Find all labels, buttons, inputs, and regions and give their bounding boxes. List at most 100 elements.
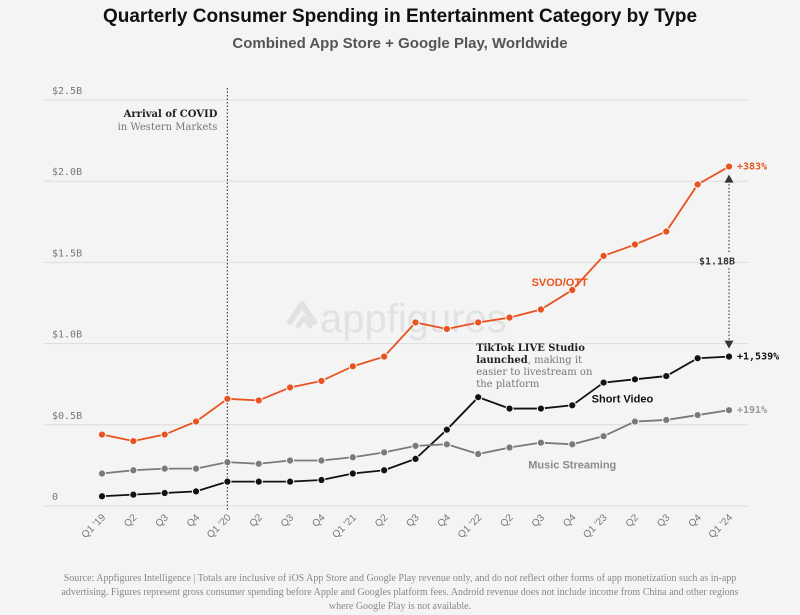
data-point — [348, 362, 357, 371]
data-point — [97, 469, 107, 478]
data-point — [442, 440, 451, 449]
data-point — [662, 415, 671, 425]
x-tick-label: Q4 — [436, 512, 454, 530]
data-point — [724, 406, 734, 415]
data-point — [693, 410, 702, 420]
data-point — [505, 313, 514, 322]
data-point — [286, 477, 295, 486]
x-tick-label: Q3 — [154, 512, 172, 530]
covid-annotation-title: Arrival of COVID — [123, 109, 218, 120]
end-label: +191% — [737, 405, 767, 416]
tiktok-annotation-bold: launched — [476, 355, 528, 366]
data-point — [286, 383, 295, 392]
data-point — [411, 441, 420, 451]
data-point — [630, 375, 640, 384]
data-point — [348, 453, 357, 462]
x-tick-label: Q2 — [624, 512, 642, 530]
data-point — [411, 454, 420, 464]
gap-label: $1.18B — [699, 257, 735, 268]
x-tick-label: Q2 — [498, 512, 516, 530]
source-footnote: Source: Appfigures Intelligence | Totals… — [61, 573, 739, 612]
data-point — [223, 458, 232, 467]
data-point — [191, 487, 201, 496]
y-tick-label: 0 — [52, 492, 58, 503]
x-tick-label: Q4 — [185, 512, 203, 530]
data-point — [160, 488, 169, 498]
data-point — [474, 449, 483, 459]
data-point — [411, 318, 420, 327]
data-point — [505, 404, 514, 413]
x-tick-label: Q3 — [655, 512, 673, 530]
data-point — [662, 371, 671, 381]
data-point — [286, 456, 295, 465]
series-label: Music Streaming — [528, 459, 616, 471]
data-point — [160, 464, 169, 473]
series-label: SVOD/OTT — [532, 277, 589, 289]
data-point — [724, 162, 734, 171]
data-point — [348, 469, 357, 478]
data-point — [129, 466, 138, 475]
data-point — [191, 464, 201, 473]
data-point — [693, 354, 702, 363]
end-label: +1,539% — [737, 352, 779, 363]
data-point — [662, 227, 671, 236]
tiktok-annotation-rest: , making it — [528, 355, 582, 366]
chart-title: Quarterly Consumer Spending in Entertain… — [102, 6, 698, 27]
x-tick-label: Q1 '21 — [331, 512, 360, 541]
data-point — [536, 438, 546, 447]
x-tick-label: Q1 '24 — [707, 512, 736, 541]
x-tick-label: Q1 '20 — [205, 512, 234, 541]
line-chart: appfigures 0 $0.5B $1.0B $1.5B $2.0B $2.5B Q1… — [44, 86, 779, 541]
data-point — [97, 492, 107, 501]
tiktok-annotation-line1: TikTok LIVE Studio — [476, 343, 585, 354]
tiktok-annotation-line2: launched, making it — [476, 355, 582, 366]
x-tick-label: Q1 '22 — [456, 512, 485, 541]
data-point — [536, 404, 546, 413]
data-point — [191, 417, 201, 426]
data-point — [630, 240, 640, 249]
data-point — [223, 394, 232, 403]
arrow-up-icon — [724, 174, 734, 183]
data-point — [630, 417, 640, 426]
x-tick-label: Q2 — [122, 512, 140, 530]
data-point — [568, 440, 577, 449]
arrow-down-icon — [724, 340, 734, 349]
data-point — [599, 251, 608, 261]
x-tick-label: Q2 — [248, 512, 266, 530]
x-tick-label: Q1 '23 — [581, 512, 610, 541]
watermark-logo: appfigures — [287, 297, 507, 341]
x-tick-label: Q1 '19 — [80, 512, 109, 541]
y-tick-label: $1.0B — [52, 330, 82, 341]
data-point — [129, 436, 138, 446]
data-point — [442, 324, 451, 334]
covid-annotation-text: in Western Markets — [118, 122, 218, 133]
data-point — [97, 430, 107, 439]
x-tick-label: Q4 — [561, 512, 579, 530]
y-tick-label: $0.5B — [52, 411, 82, 422]
data-point — [724, 352, 734, 361]
data-point — [442, 425, 451, 434]
data-point — [380, 352, 389, 361]
gap-label-bg — [699, 253, 735, 268]
x-tick-label: Q3 — [404, 512, 422, 530]
data-point — [474, 393, 483, 402]
data-point — [474, 318, 483, 327]
data-point — [254, 396, 263, 405]
data-point — [254, 477, 263, 486]
data-point — [129, 490, 138, 499]
x-tick-label: Q2 — [373, 512, 391, 530]
data-point — [599, 378, 608, 387]
data-point — [317, 475, 326, 485]
data-point — [317, 376, 326, 386]
tiktok-annotation-line3: easier to livestream on — [476, 367, 593, 378]
data-point — [599, 432, 608, 441]
data-point — [317, 456, 326, 465]
x-tick-label: Q4 — [687, 512, 705, 530]
data-point — [568, 401, 577, 410]
end-label: +383% — [737, 162, 767, 173]
data-point — [160, 430, 169, 439]
x-tick-label: Q4 — [310, 512, 328, 530]
data-point — [536, 305, 546, 314]
data-point — [380, 466, 389, 475]
chart-subtitle: Combined App Store + Google Play, Worldw… — [232, 35, 568, 52]
